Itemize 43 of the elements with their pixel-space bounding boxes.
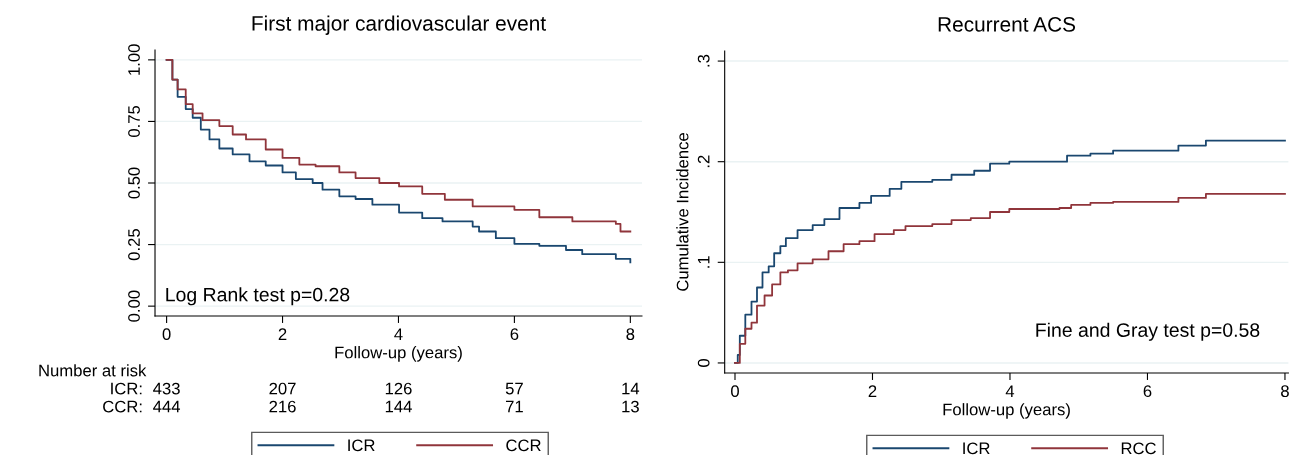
text: 207 [269,382,296,395]
text: 71 [505,400,523,413]
x-tick-label: 6 [510,328,519,341]
text: 126 [385,382,412,395]
text: Number at risk [39,364,147,377]
x-axis-title: Follow-up (years) [335,346,462,362]
text: ICR: [111,382,142,395]
legend-label: RCC [1121,442,1156,455]
legend-label: ICR [348,439,375,452]
y-tick-label: 0.75 [128,105,140,137]
x-tick-label: 8 [1281,385,1289,398]
x-tick-label: 2 [278,328,287,340]
y-tick-label: .3 [697,54,710,67]
text: 144 [385,400,412,413]
text: 433 [153,382,180,395]
y-tick-label: 0.50 [128,167,140,199]
y-tick-label: .2 [697,155,710,168]
chart-title: Recurrent ACS [938,17,1076,32]
x-tick-label: 8 [626,328,635,341]
chart-title: First major cardiovascular event [252,15,546,35]
text: 216 [269,400,296,413]
y-tick-label: .1 [697,256,710,268]
annotation: Fine and Gray test p=0.58 [1036,322,1260,341]
annotation: Log Rank test p=0.28 [166,287,350,306]
text: CCR: [103,400,142,413]
text: 14 [622,382,640,395]
y-axis-title: Cumulative Incidence [676,133,689,291]
legend-label: CCR [506,439,541,452]
x-tick-label: 0 [731,385,739,398]
x-axis-title: Follow-up (years) [943,403,1070,419]
text: 57 [505,382,523,395]
y-tick-label: 0.25 [128,229,140,261]
y-tick-label: 0 [697,358,710,367]
x-tick-label: 4 [394,328,403,340]
x-tick-label: 4 [1005,385,1015,397]
x-tick-label: 0 [162,328,171,341]
x-tick-label: 2 [868,385,877,397]
legend-label: ICR [963,442,990,455]
text: 444 [153,400,181,413]
y-tick-label: 0.00 [128,290,140,322]
text: 13 [622,400,639,413]
y-tick-label: 1.00 [128,44,140,75]
x-tick-label: 6 [1143,385,1152,398]
